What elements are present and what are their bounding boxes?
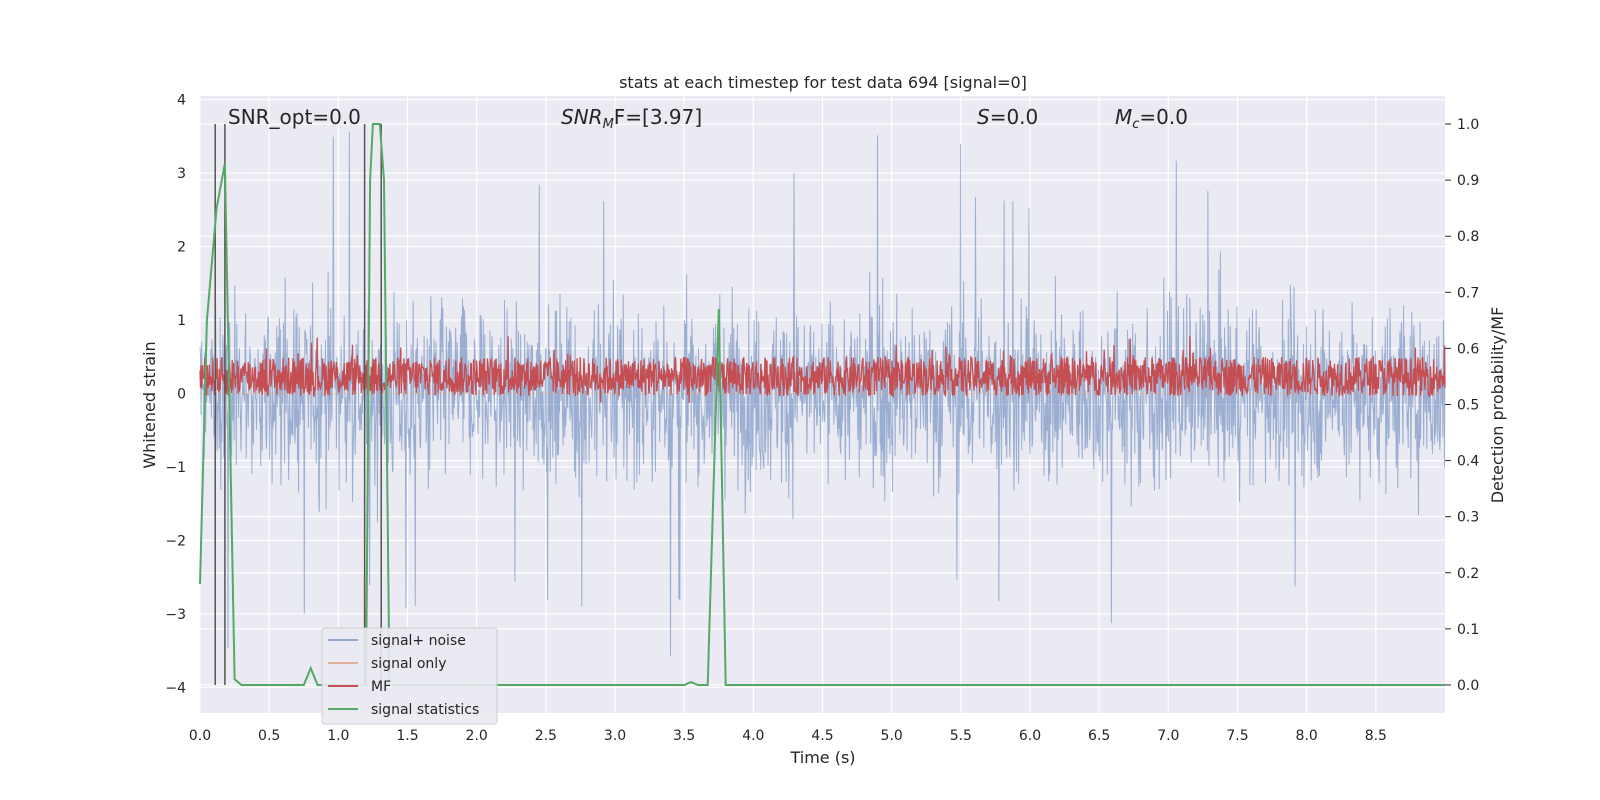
vertical-marker-lines xyxy=(214,124,382,685)
legend-item-signal-noise: signal+ noise xyxy=(328,633,466,649)
snr-opt-annotation: SNR_opt=0.0 xyxy=(228,105,361,129)
legend-box xyxy=(321,627,498,725)
x-tick-label: 2.5 xyxy=(535,728,557,744)
x-tick-label: 1.5 xyxy=(396,728,418,744)
snr-mf-value: F=[3.97] xyxy=(614,105,702,129)
snr-mf-subscript: M xyxy=(603,117,614,132)
y-tick-label-right: 0.8 xyxy=(1457,229,1479,245)
y-tick-label-right: 0.3 xyxy=(1457,510,1479,526)
signal-statistics-line xyxy=(199,123,1445,686)
mf-line xyxy=(199,336,1446,403)
legend-label: signal+ noise xyxy=(371,633,466,649)
y-tick-label-left: 4 xyxy=(177,93,186,109)
s-symbol: S xyxy=(977,105,990,129)
y-tick-label-right: 0.4 xyxy=(1457,454,1479,470)
x-tick-label: 0.0 xyxy=(189,728,211,744)
y-axis-right-label: Detection probability/MF xyxy=(1488,307,1507,504)
x-tick-label: 6.0 xyxy=(1019,728,1041,744)
x-tick-label: 5.0 xyxy=(881,728,903,744)
x-tick-label: 5.5 xyxy=(950,728,972,744)
x-axis-label: Time (s) xyxy=(789,748,855,767)
x-axis-ticks: 0.0 0.5 1.0 1.5 2.0 2.5 3.0 3.5 4.0 4.5 5.0 5.5 6.0 6… xyxy=(189,728,1387,744)
x-tick-label: 4.5 xyxy=(811,728,833,744)
signal-statistics-series xyxy=(199,123,1445,686)
x-tick-label: 2.0 xyxy=(466,728,488,744)
legend-label: signal only xyxy=(371,656,446,672)
snr-mf-symbol: SNR xyxy=(561,105,603,129)
mc-symbol: M xyxy=(1115,105,1132,129)
y-tick-label-left: −3 xyxy=(165,607,186,623)
mc-subscript: c xyxy=(1132,117,1139,132)
snr-mf-annotation: SNRMF=[3.97] xyxy=(561,105,702,132)
x-tick-label: 1.0 xyxy=(327,728,349,744)
y-tick-label-right: 0.1 xyxy=(1457,622,1479,638)
mf-series xyxy=(199,336,1446,403)
y-tick-label-right: 0.5 xyxy=(1457,398,1479,414)
chart-title: stats at each timestep for test data 694… xyxy=(619,73,1027,92)
y-tick-label-left: 2 xyxy=(177,240,186,256)
y-axis-left-label: Whitened strain xyxy=(140,341,159,468)
mc-annotation: Mc=0.0 xyxy=(1115,105,1188,132)
y-tick-label-right: 0.9 xyxy=(1457,173,1479,189)
y-tick-label-right: 1.0 xyxy=(1457,117,1479,133)
y-tick-label-left: −4 xyxy=(165,680,186,696)
y-tick-label-right: 0.0 xyxy=(1457,678,1479,694)
y-tick-label-right: 0.6 xyxy=(1457,341,1479,357)
signal-noise-line xyxy=(199,131,1446,657)
s-value: =0.0 xyxy=(990,105,1039,129)
legend-item-signal-only: signal only xyxy=(328,656,446,672)
legend-label: signal statistics xyxy=(371,702,479,718)
y-axis-left-ticks: 4 3 2 1 0 −1 −2 −3 −4 xyxy=(165,93,186,697)
x-tick-label: 0.5 xyxy=(258,728,280,744)
y-tick-label-left: 0 xyxy=(177,386,186,402)
s-annotation: S=0.0 xyxy=(977,105,1038,129)
signal-noise-series xyxy=(199,131,1446,657)
x-tick-label: 3.0 xyxy=(604,728,626,744)
x-tick-label: 7.0 xyxy=(1157,728,1179,744)
y-tick-label-left: 1 xyxy=(177,313,186,329)
x-tick-label: 7.5 xyxy=(1226,728,1248,744)
y-axis-right-ticks: 1.0 0.9 0.8 0.7 0.6 0.5 0.4 0.3 0.2 0.1 0.0 xyxy=(1445,117,1479,694)
x-tick-label: 8.5 xyxy=(1365,728,1387,744)
y-tick-label-left: −1 xyxy=(165,460,186,476)
x-tick-label: 6.5 xyxy=(1088,728,1110,744)
x-tick-label: 8.0 xyxy=(1296,728,1318,744)
legend-item-signal-statistics: signal statistics xyxy=(328,702,479,718)
y-tick-label-left: −2 xyxy=(165,533,186,549)
x-tick-label: 3.5 xyxy=(673,728,695,744)
mc-value: =0.0 xyxy=(1139,105,1188,129)
x-tick-label: 4.0 xyxy=(742,728,764,744)
y-tick-label-left: 3 xyxy=(177,166,186,182)
legend: signal+ noise signal only MF signal stat… xyxy=(321,627,498,725)
legend-label: MF xyxy=(371,679,391,695)
y-tick-label-right: 0.7 xyxy=(1457,285,1479,301)
legend-item-mf: MF xyxy=(328,679,391,695)
y-tick-label-right: 0.2 xyxy=(1457,566,1479,582)
